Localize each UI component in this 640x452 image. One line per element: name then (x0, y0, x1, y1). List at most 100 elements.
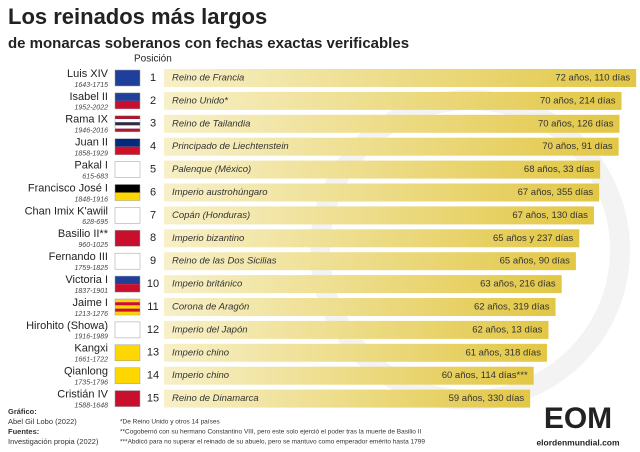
flag (115, 367, 140, 384)
bar (164, 389, 531, 408)
flag (115, 146, 140, 155)
value-label: 68 años, 33 días (524, 164, 594, 175)
sources-label: Fuentes: (8, 427, 39, 436)
rank: 5 (150, 164, 156, 176)
bar (164, 114, 620, 133)
reign-dates: 1759-1825 (75, 265, 109, 272)
rank: 6 (150, 186, 156, 198)
realm: Imperio bizantino (172, 233, 244, 244)
flag (115, 70, 140, 86)
flag-border (114, 344, 141, 362)
value-label: 62 años, 13 días (472, 324, 542, 335)
flag (115, 115, 140, 119)
bar (164, 69, 637, 87)
monarch-name: Chan Imix K'awiil (25, 205, 108, 217)
realm: Imperio del Japón (172, 324, 248, 335)
monarch-name: Rama IX (65, 114, 108, 126)
bar (164, 343, 547, 362)
rank: 10 (147, 278, 159, 290)
value-label: 67 años, 130 días (512, 210, 588, 221)
realm: Reino de Dinamarca (172, 393, 259, 404)
flag (115, 207, 140, 224)
bar (164, 183, 600, 202)
realm: Imperio austrohúngaro (172, 187, 268, 198)
note: **Cogobernó con su hermano Constantino V… (120, 429, 422, 436)
value-label: 63 años, 216 días (480, 279, 556, 290)
realm: Principado de Liechtenstein (172, 141, 289, 152)
bar (164, 137, 619, 156)
value-label: 65 años, 90 días (500, 256, 570, 267)
flag (115, 302, 140, 306)
monarch-name: Victoria I (65, 274, 108, 286)
value-label: 60 años, 114 días*** (442, 370, 528, 381)
reign-dates: 1946-2016 (75, 128, 109, 135)
rank: 1 (150, 72, 156, 84)
value-label: 65 años y 237 días (493, 233, 574, 244)
site: elordenmundial.com (536, 437, 620, 447)
reign-dates: 1643-1715 (75, 82, 109, 89)
note: *De Reino Unido y otros 14 países (120, 419, 220, 426)
credit-label: Gráfico: (8, 407, 37, 416)
flag (115, 100, 140, 109)
flag-border (114, 390, 141, 407)
flag (115, 253, 140, 270)
bar (164, 366, 534, 385)
flag (115, 138, 140, 147)
rank: 15 (147, 393, 159, 405)
flag (115, 390, 140, 407)
flag (115, 344, 140, 361)
value-label: 67 años, 355 días (518, 187, 594, 198)
rank: 11 (147, 301, 158, 313)
reign-dates: 615-683 (82, 173, 108, 180)
flag-border (114, 298, 141, 316)
bar (164, 298, 556, 316)
rank: 3 (150, 118, 156, 130)
rank: 13 (147, 347, 159, 359)
realm: Copán (Honduras) (172, 210, 250, 221)
logo: EOM (544, 402, 612, 435)
flag (115, 276, 140, 285)
rank: 4 (150, 141, 156, 153)
monarch-name: Jaime I (73, 297, 108, 309)
reign-dates: 1837-1901 (75, 288, 109, 295)
rank: 7 (150, 209, 156, 221)
flag (115, 92, 140, 101)
value-label: 72 años, 110 días (555, 73, 630, 84)
monarch-name: Basilio II** (58, 228, 109, 240)
value-label: 62 años, 319 días (474, 302, 550, 313)
monarch-name: Kangxi (74, 343, 108, 355)
bar (164, 206, 594, 225)
monarch-name: Pakal I (74, 160, 108, 172)
flag (115, 184, 140, 193)
monarch-name: Cristián IV (57, 389, 108, 401)
flag-border (114, 252, 141, 270)
realm: Reino de Francia (172, 73, 244, 84)
flag-border (114, 161, 141, 178)
flag (115, 119, 140, 123)
realm: Reino Unido* (172, 95, 228, 106)
reign-dates: 960-1025 (78, 242, 108, 249)
realm: Imperio chino (172, 347, 229, 358)
monarch-name: Isabel II (69, 91, 108, 103)
value-label: 61 años, 318 días (465, 347, 541, 358)
bar (164, 160, 601, 179)
bar (164, 320, 549, 339)
flag-border (114, 115, 141, 133)
flag-border (114, 184, 141, 201)
flag (115, 122, 140, 126)
reign-dates: 1661-1722 (75, 357, 109, 364)
monarch-name: Juan II (75, 137, 108, 149)
flag-border (114, 69, 141, 87)
reign-dates: 1213-1276 (75, 311, 109, 318)
value-label: 70 años, 126 días (538, 118, 614, 129)
flag (115, 128, 140, 132)
monarch-name: Hirohito (Showa) (26, 320, 108, 332)
realm: Reino de las Dos Sicilias (172, 256, 277, 267)
flag-border (114, 275, 141, 293)
bar (164, 275, 562, 294)
flag-border (114, 321, 141, 339)
credit: Abel Gil Lobo (2022) (8, 417, 77, 426)
rank: 2 (150, 95, 156, 107)
flag-border (114, 367, 141, 384)
chart-title: Los reinados más largos (8, 4, 267, 29)
